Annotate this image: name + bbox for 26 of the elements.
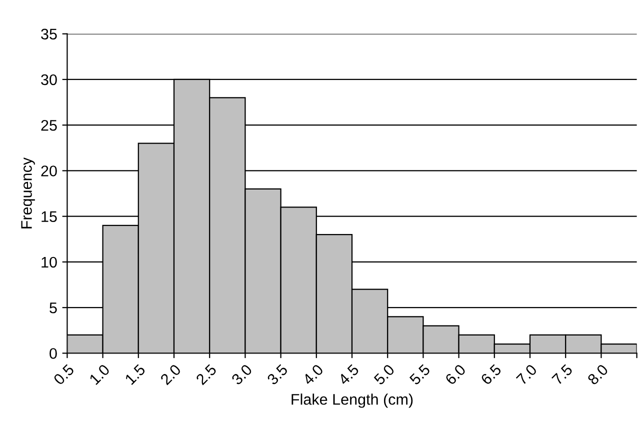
y-tick-label: 15: [42, 211, 57, 222]
y-tick-label: 10: [42, 256, 57, 268]
y-tick-label: 20: [41, 166, 57, 176]
x-axis-title: Flake Length (cm): [292, 394, 413, 408]
y-tick-label: 5: [50, 302, 57, 314]
y-tick-label: 35: [41, 28, 57, 40]
x-tick-label: 4.5: [338, 364, 360, 386]
x-tick-label: 5.0: [373, 364, 396, 386]
x-tick-label: 7.5: [552, 364, 574, 386]
x-tick-label: 5.5: [409, 364, 431, 386]
x-tick-label: 3.5: [266, 364, 288, 386]
x-tick-label: 3.0: [230, 364, 253, 386]
x-tick-label: 1.0: [88, 364, 110, 386]
x-tick-label: 6.5: [480, 364, 502, 386]
x-tick-label: 7.0: [516, 364, 538, 386]
x-tick-label: 1.5: [124, 364, 146, 386]
y-tick-label: 30: [41, 74, 57, 86]
x-tick-label: 0.5: [52, 364, 75, 386]
x-tick-label: 2.0: [160, 364, 182, 386]
x-tick-label: 2.5: [195, 364, 218, 386]
y-tick-label: 0: [50, 348, 57, 359]
y-tick-label: 25: [41, 120, 57, 131]
x-tick-label: 4.0: [302, 364, 324, 386]
x-tick-label: 6.0: [444, 364, 466, 386]
y-axis-title: Frequency: [21, 157, 35, 228]
x-tick-label: 8.0: [586, 364, 609, 386]
